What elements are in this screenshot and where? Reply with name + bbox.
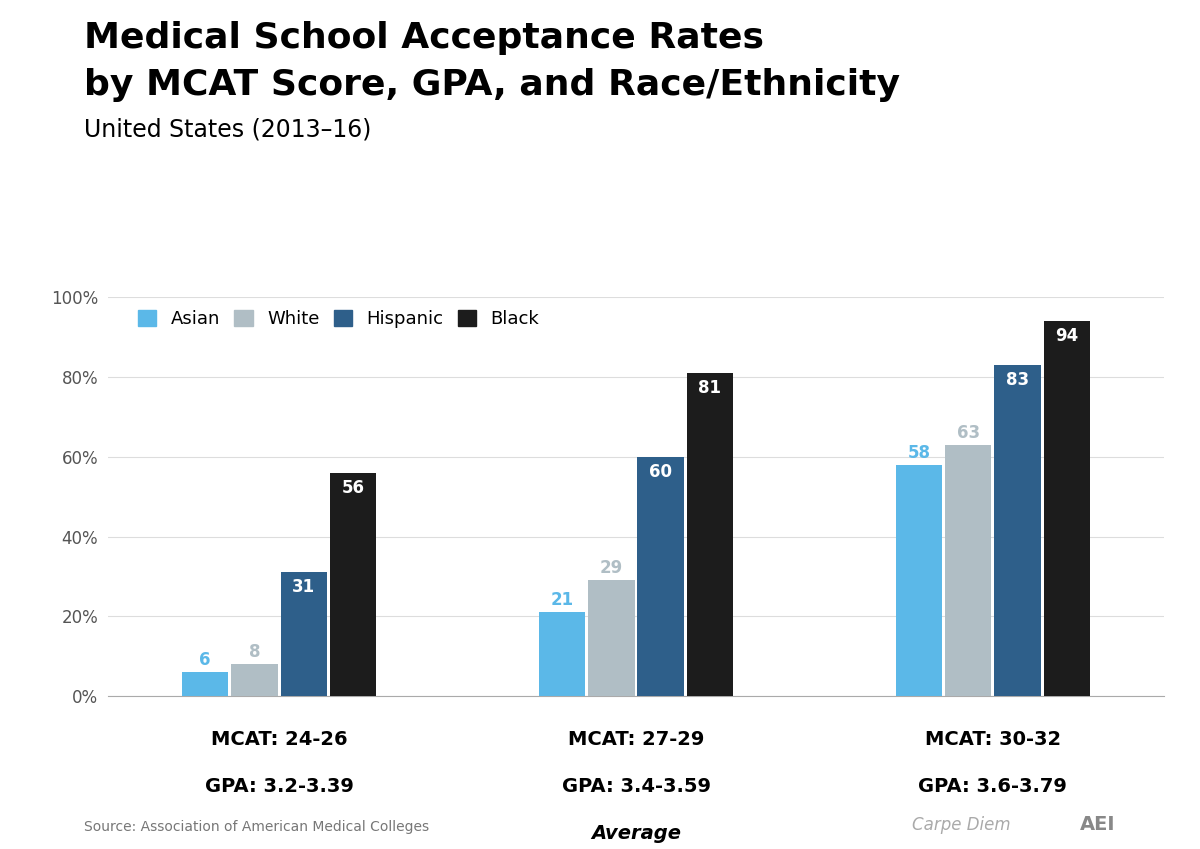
Bar <box>232 664 277 696</box>
Text: Carpe Diem: Carpe Diem <box>912 816 1010 834</box>
Text: 6: 6 <box>199 651 211 669</box>
Text: 81: 81 <box>698 379 721 397</box>
Text: 31: 31 <box>293 578 316 597</box>
Bar <box>637 457 684 696</box>
Text: GPA: 3.2-3.39: GPA: 3.2-3.39 <box>205 777 354 796</box>
Bar <box>686 373 733 696</box>
Text: 60: 60 <box>649 463 672 481</box>
Text: MCAT: 27-29: MCAT: 27-29 <box>568 730 704 749</box>
Text: 58: 58 <box>907 443 930 462</box>
Bar <box>895 464 942 696</box>
Bar <box>1044 321 1090 696</box>
Text: MCAT: 24-26: MCAT: 24-26 <box>211 730 348 749</box>
Text: 83: 83 <box>1006 371 1030 389</box>
Text: AEI: AEI <box>1080 815 1116 834</box>
Bar <box>281 572 328 696</box>
Bar <box>944 445 991 696</box>
Bar <box>995 365 1040 696</box>
Text: 56: 56 <box>342 479 365 497</box>
Text: GPA: 3.6-3.79: GPA: 3.6-3.79 <box>918 777 1067 796</box>
Text: United States (2013–16): United States (2013–16) <box>84 117 371 141</box>
Bar <box>539 612 586 696</box>
Text: 94: 94 <box>1055 327 1079 345</box>
Legend: Asian, White, Hispanic, Black: Asian, White, Hispanic, Black <box>138 310 539 329</box>
Bar <box>330 473 377 696</box>
Text: Medical School Acceptance Rates: Medical School Acceptance Rates <box>84 21 764 55</box>
Bar <box>588 581 635 696</box>
Bar <box>182 672 228 696</box>
Text: by MCAT Score, GPA, and Race/Ethnicity: by MCAT Score, GPA, and Race/Ethnicity <box>84 68 900 102</box>
Text: 63: 63 <box>956 424 979 441</box>
Text: 21: 21 <box>551 591 574 610</box>
Text: Average: Average <box>592 824 682 842</box>
Text: GPA: 3.4-3.59: GPA: 3.4-3.59 <box>562 777 710 796</box>
Text: 8: 8 <box>248 643 260 661</box>
Text: 29: 29 <box>600 559 623 577</box>
Text: Source: Association of American Medical Colleges: Source: Association of American Medical … <box>84 820 430 834</box>
Text: MCAT: 30-32: MCAT: 30-32 <box>925 730 1061 749</box>
